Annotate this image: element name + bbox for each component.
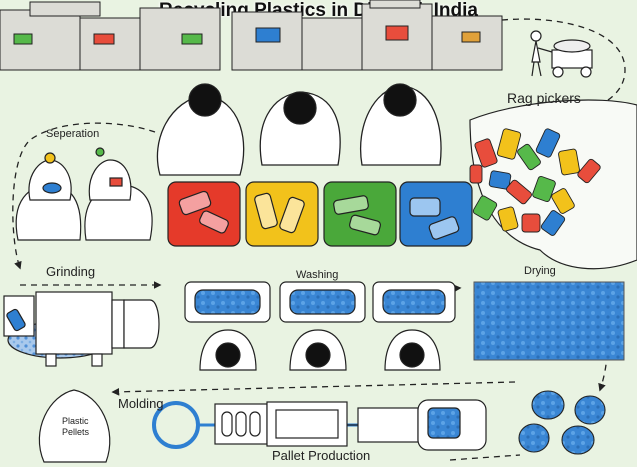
- sorting-workers: [156, 83, 442, 176]
- washing-workers: [199, 329, 441, 371]
- plastic-pile: [469, 128, 601, 236]
- label-separation: Seperation: [46, 128, 100, 140]
- label-washing: Washing: [296, 269, 339, 281]
- plastic-pellets-sack: [38, 389, 111, 463]
- building-windows: [13, 25, 481, 45]
- label-grinding: Grinding: [46, 264, 96, 279]
- rag-picker: [530, 30, 593, 78]
- label-pallet-production: Pallet Production: [272, 448, 371, 463]
- label-plastic-pellets-line2: Pellets: [62, 427, 90, 437]
- label-molding: Molding: [118, 396, 164, 411]
- grinding-machine: [3, 291, 160, 367]
- sorting-bins: [167, 181, 473, 247]
- label-plastic-pellets-line1: Plastic: [62, 416, 89, 426]
- pallet-production-line: [152, 399, 487, 451]
- label-drying: Drying: [524, 265, 556, 277]
- washing-tubs: [184, 281, 456, 323]
- separation-sacks: [15, 147, 153, 241]
- green-bin: [323, 181, 397, 247]
- dried-sacks: [518, 390, 606, 455]
- buildings: [0, 0, 503, 71]
- yellow-bin: [245, 181, 319, 247]
- drying-area: [473, 281, 625, 361]
- label-rag-pickers: Rag pickers: [507, 90, 581, 106]
